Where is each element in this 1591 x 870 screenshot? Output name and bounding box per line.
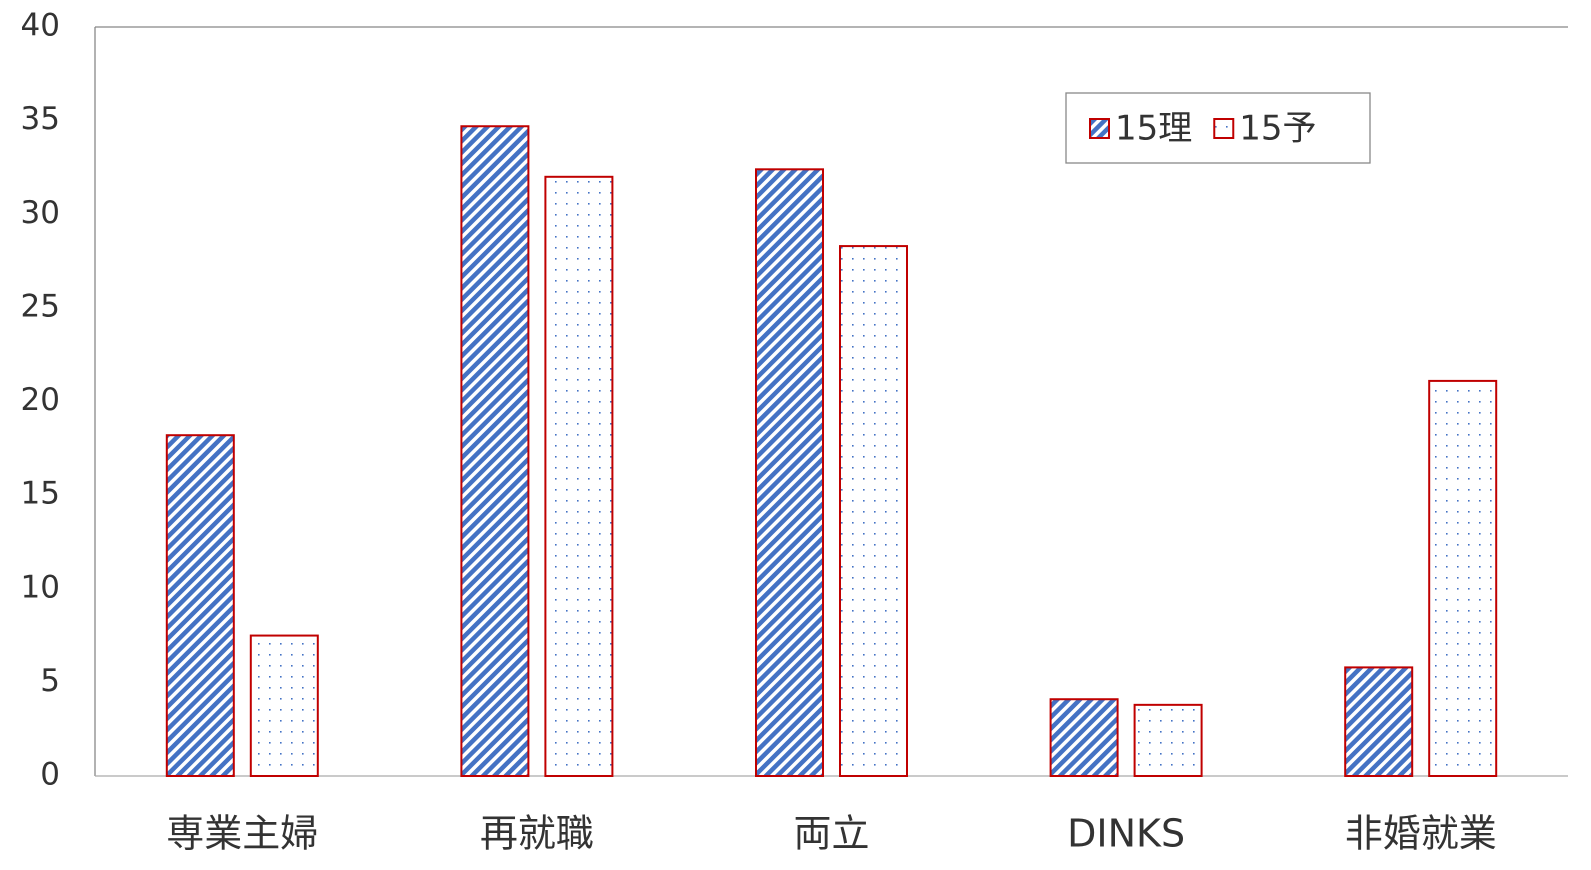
bar	[1049, 698, 1119, 777]
x-tick-label: 非婚就業	[1345, 812, 1497, 856]
x-tick-label: 再就職	[480, 812, 594, 856]
legend-swatch	[1089, 118, 1110, 139]
legend-label: 15理	[1115, 109, 1192, 149]
y-tick-label: 15	[21, 476, 60, 512]
x-tick-label: 両立	[793, 812, 869, 856]
y-tick-label: 20	[21, 382, 60, 418]
bar	[249, 634, 319, 777]
y-tick-label: 10	[21, 569, 60, 605]
legend-label: 15予	[1239, 109, 1316, 149]
y-tick-label: 5	[40, 663, 60, 699]
bar	[460, 125, 530, 778]
bar	[544, 175, 614, 778]
y-tick-label: 40	[21, 8, 60, 44]
bar	[1133, 703, 1203, 777]
x-tick-label: DINKS	[1067, 812, 1185, 856]
y-tick-label: 30	[21, 195, 60, 231]
bar	[1428, 379, 1498, 777]
bar	[755, 168, 824, 777]
y-tick-label: 0	[40, 757, 60, 793]
x-tick-label: 専業主婦	[166, 812, 318, 856]
bar	[839, 245, 908, 777]
legend-swatch	[1213, 118, 1235, 139]
bar	[1344, 666, 1414, 778]
bar	[165, 434, 235, 777]
y-tick-label: 25	[21, 288, 60, 324]
y-tick-label: 35	[21, 101, 60, 137]
